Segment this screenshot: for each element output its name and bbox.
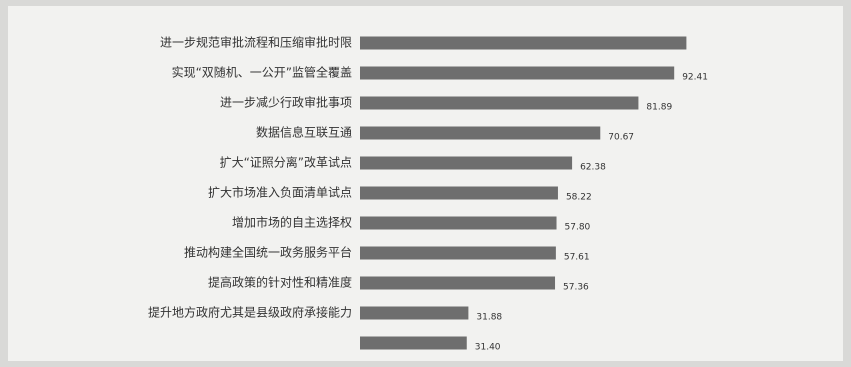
y-tick-label: 进一步减少行政审批事项 (220, 95, 352, 110)
y-tick-label: 提高政策的针对性和精准度 (208, 275, 352, 290)
value-label: 81.89 (646, 103, 672, 113)
y-tick-label: 实现“双随机、一公开”监管全覆盖 (172, 65, 352, 80)
y-tick-label: 进一步规范审批流程和压缩审批时限 (160, 35, 352, 50)
value-label: 57.80 (565, 223, 591, 233)
value-label: 57.36 (563, 283, 589, 293)
y-tick-label: 数据信息互联互通 (256, 125, 352, 140)
bar (360, 156, 573, 170)
bar (360, 36, 687, 50)
value-label: 70.67 (608, 133, 634, 143)
y-tick-label: 推动构建全国统一政务服务平台 (184, 245, 352, 260)
value-label: 92.41 (682, 73, 708, 83)
bar (360, 126, 601, 140)
bar (360, 96, 639, 110)
bar (360, 66, 675, 80)
y-tick-label: 提升地方政府尤其是县级政府承接能力 (148, 305, 352, 320)
bar (360, 186, 558, 200)
value-label: 31.40 (475, 343, 501, 353)
bar (360, 216, 557, 230)
value-label: 31.88 (476, 313, 502, 323)
bar (360, 306, 469, 320)
value-label: 57.61 (564, 253, 590, 263)
y-tick-label: 增加市场的自主选择权 (232, 215, 352, 230)
paper (8, 6, 843, 361)
value-label: 58.22 (566, 193, 592, 203)
y-tick-label: 扩大市场准入负面清单试点 (208, 185, 352, 200)
value-label: 62.38 (580, 163, 606, 173)
bar (360, 246, 556, 260)
bar (360, 276, 556, 290)
y-tick-label: 扩大“证照分离”改革试点 (220, 155, 352, 170)
bar (360, 336, 467, 350)
